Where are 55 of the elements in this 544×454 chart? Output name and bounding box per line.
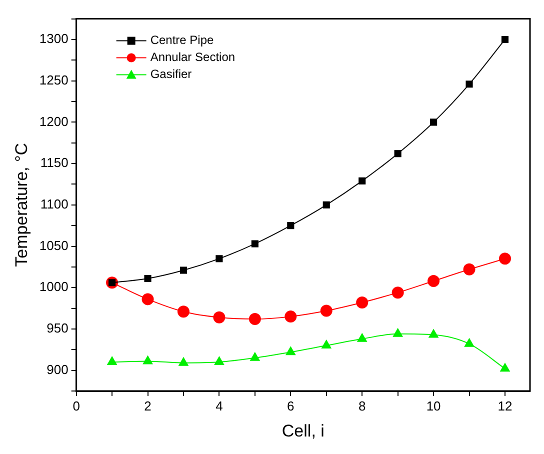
point <box>394 150 402 158</box>
point <box>500 362 510 372</box>
x-tick-label: 2 <box>144 398 152 414</box>
point <box>501 36 509 44</box>
point <box>358 177 366 184</box>
y-tick-label: 1100 <box>40 196 68 212</box>
point <box>285 346 296 356</box>
y-tick-label: 1300 <box>39 31 68 46</box>
x-tick-label: 10 <box>426 398 441 414</box>
point <box>142 355 153 364</box>
point <box>180 266 188 274</box>
point <box>464 338 474 347</box>
point <box>356 296 368 308</box>
point <box>322 201 330 208</box>
y-tick-label: 950 <box>46 320 68 336</box>
point <box>251 240 258 248</box>
point <box>287 222 294 230</box>
y-tick-label: 900 <box>46 362 68 377</box>
point <box>392 328 404 337</box>
y-tick-label: 1050 <box>39 238 68 253</box>
point <box>142 293 154 306</box>
legend-label: Gasifier <box>150 67 192 82</box>
point <box>144 274 152 282</box>
point <box>321 340 332 349</box>
point <box>430 118 438 126</box>
point <box>213 311 226 324</box>
point <box>248 313 261 326</box>
x-tick-label: 8 <box>358 398 366 414</box>
point <box>177 306 190 318</box>
point <box>428 328 439 338</box>
point <box>216 255 223 262</box>
x-tick-label: 0 <box>72 398 80 414</box>
point <box>284 310 297 323</box>
x-tick-label: 4 <box>216 398 223 414</box>
x-tick-label: 6 <box>287 398 294 414</box>
point <box>428 274 440 287</box>
legend-label: Annular Section <box>150 50 236 64</box>
x-tick-label: 12 <box>498 398 512 414</box>
y-axis-title: Temperature, °C <box>12 142 31 267</box>
legend-label: Centre Pipe <box>150 33 214 48</box>
y-tick-label: 1200 <box>39 114 68 129</box>
point <box>356 332 368 342</box>
x-axis-title: Cell, i <box>282 421 324 440</box>
point <box>466 80 473 88</box>
point <box>320 304 332 317</box>
point <box>214 356 224 366</box>
point <box>498 252 511 265</box>
point <box>463 263 476 276</box>
point <box>392 286 404 299</box>
y-tick-label: 1000 <box>39 279 68 294</box>
point <box>106 356 118 366</box>
y-tick-label: 1250 <box>39 72 68 88</box>
y-tick-label: 1150 <box>40 155 68 170</box>
point <box>178 356 189 366</box>
point <box>250 352 260 361</box>
